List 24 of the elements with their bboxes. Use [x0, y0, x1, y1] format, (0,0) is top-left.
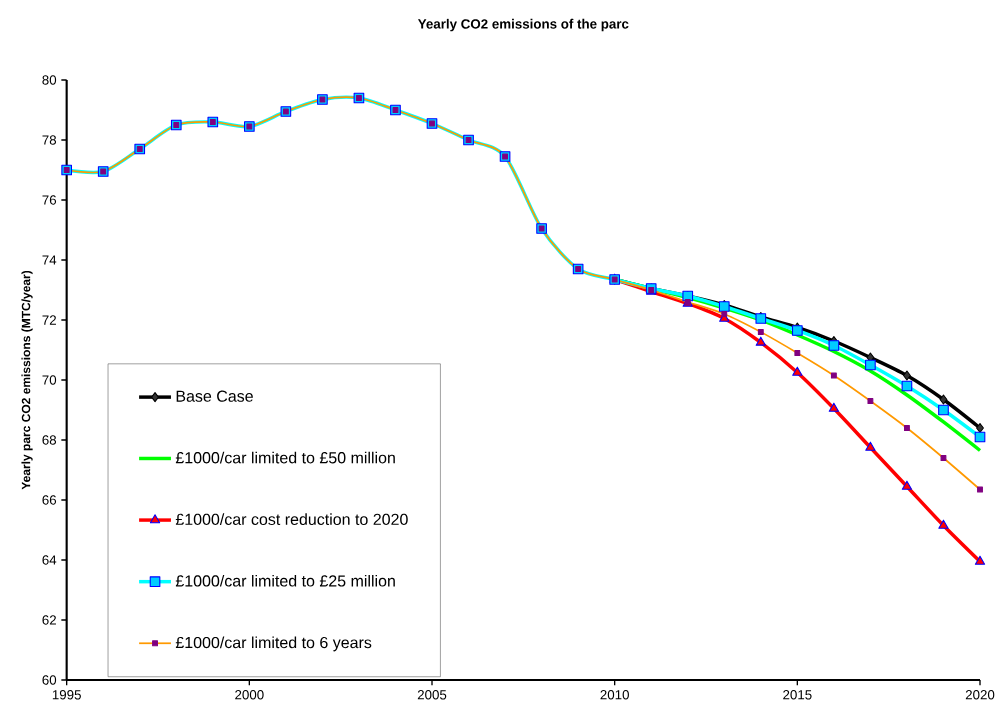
- x-tick-label: 2015: [783, 689, 812, 700]
- y-tick-label: 62: [42, 615, 56, 625]
- y-tick-label: 66: [42, 495, 57, 505]
- y-axis-title: Yearly parc CO2 emissions (MTC/year): [21, 270, 33, 490]
- x-tick-label: 2010: [600, 689, 629, 700]
- y-tick-label: 70: [42, 375, 57, 385]
- legend-label: Base Case: [176, 390, 253, 402]
- legend-label: £1000/car limited to £25 million: [175, 574, 395, 587]
- y-tick-label: 74: [42, 255, 57, 265]
- y-tick-label: 76: [42, 195, 57, 205]
- x-tick-label: 2020: [965, 689, 995, 700]
- legend-label: £1000/car limited to £50 million: [175, 451, 395, 464]
- y-tick-label: 60: [42, 675, 57, 685]
- chart-title: Yearly CO2 emissions of the parc: [417, 18, 629, 32]
- y-tick-label: 68: [42, 435, 57, 445]
- y-tick-label: 64: [42, 555, 57, 565]
- x-tick-label: 1995: [52, 689, 81, 700]
- x-tick-label: 2005: [417, 689, 447, 700]
- y-tick-label: 80: [42, 75, 57, 85]
- legend-label: £1000/car limited to 6 years: [175, 636, 372, 652]
- y-tick-label: 78: [42, 135, 57, 145]
- y-tick-label: 72: [42, 315, 56, 325]
- legend-label: £1000/car cost reduction to 2020: [175, 513, 408, 525]
- x-tick-label: 2000: [235, 689, 264, 700]
